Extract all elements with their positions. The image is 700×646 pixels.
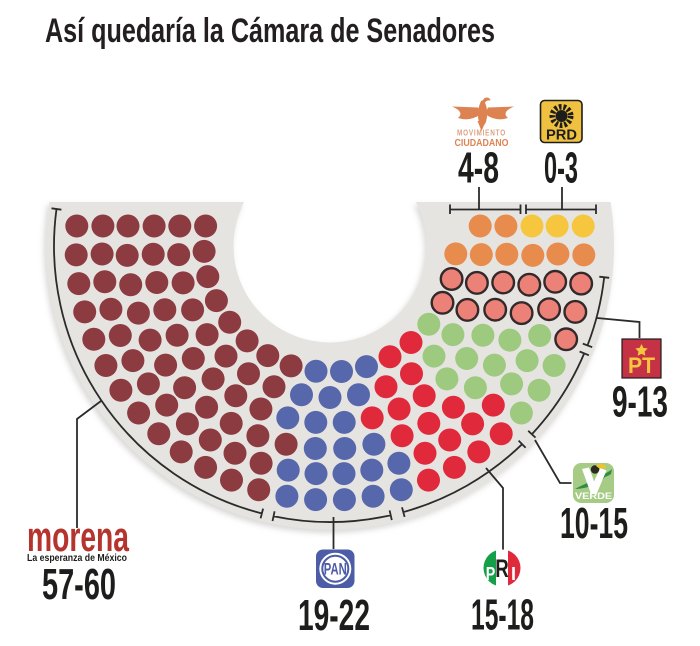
svg-text:10-15: 10-15 [560, 499, 628, 548]
svg-text:19-22: 19-22 [298, 591, 370, 640]
svg-text:9-13: 9-13 [612, 378, 668, 427]
svg-text:PRD: PRD [546, 128, 577, 144]
svg-text:MOVIMIENTO: MOVIMIENTO [457, 129, 506, 138]
svg-text:4-8: 4-8 [458, 144, 499, 193]
svg-text:morena: morena [27, 513, 129, 560]
svg-text:57-60: 57-60 [42, 560, 116, 609]
svg-text:0-3: 0-3 [544, 144, 578, 193]
svg-text:CIUDADANO: CIUDADANO [455, 137, 509, 149]
svg-text:I: I [511, 564, 516, 584]
svg-text:Así quedaría la Cámara de Sena: Así quedaría la Cámara de Senadores [45, 12, 495, 50]
svg-text:P: P [486, 564, 496, 584]
svg-text:PT: PT [628, 353, 655, 378]
svg-text:PAN: PAN [324, 561, 347, 579]
svg-text:VERDE: VERDE [575, 491, 612, 502]
svg-text:R: R [495, 555, 509, 583]
svg-text:La esperanza de México: La esperanza de México [27, 552, 127, 564]
svg-text:15-18: 15-18 [471, 591, 534, 640]
